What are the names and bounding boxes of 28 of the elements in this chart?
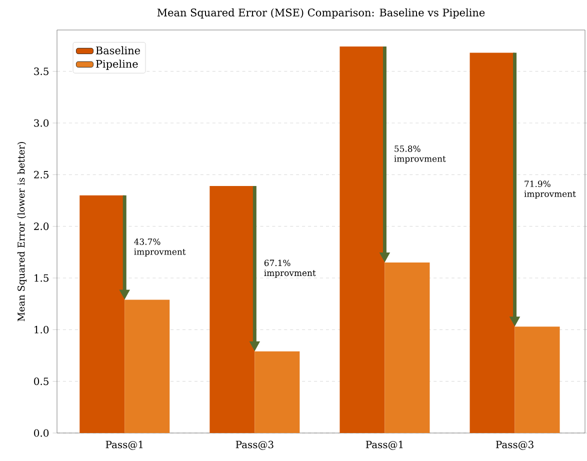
- y-tick-label: 2.0: [34, 222, 49, 230]
- bar: [254, 351, 300, 433]
- y-axis-title: Mean Squared Error (lower is better): [17, 142, 27, 322]
- y-tick-label: 1.5: [34, 274, 48, 282]
- y-tick-label: 3.5: [34, 68, 48, 76]
- x-tick-label: Pass@3: [236, 440, 274, 450]
- y-tick-label: 0.0: [34, 429, 49, 437]
- bar: [340, 46, 385, 433]
- legend-label: Pipeline: [96, 60, 138, 70]
- bar: [514, 326, 560, 433]
- bar: [470, 52, 515, 433]
- legend-label: Baseline: [96, 46, 140, 54]
- y-tick-label: 2.5: [34, 170, 48, 178]
- annotation: 67.1% improvment: [264, 260, 316, 278]
- bar: [80, 195, 125, 433]
- x-tick-label: Pass@3: [496, 440, 534, 450]
- x-tick-label: Pass@1: [106, 440, 143, 450]
- bar: [210, 186, 255, 433]
- bar: [384, 262, 430, 433]
- y-tick-label: 3.0: [34, 119, 49, 127]
- annotation: 71.9% improvment: [524, 180, 576, 199]
- annotation: 43.7% improvment: [134, 238, 186, 257]
- x-tick-label: Pass@1: [366, 440, 403, 450]
- y-tick-label: 0.5: [34, 378, 48, 386]
- y-tick-label: 1.0: [34, 326, 49, 334]
- annotation: 55.8% improvment: [394, 146, 446, 164]
- bar: [124, 300, 170, 433]
- chart-title: Mean Squared Error (MSE) Comparison: Baseline vs Pipeline: [157, 8, 485, 18]
